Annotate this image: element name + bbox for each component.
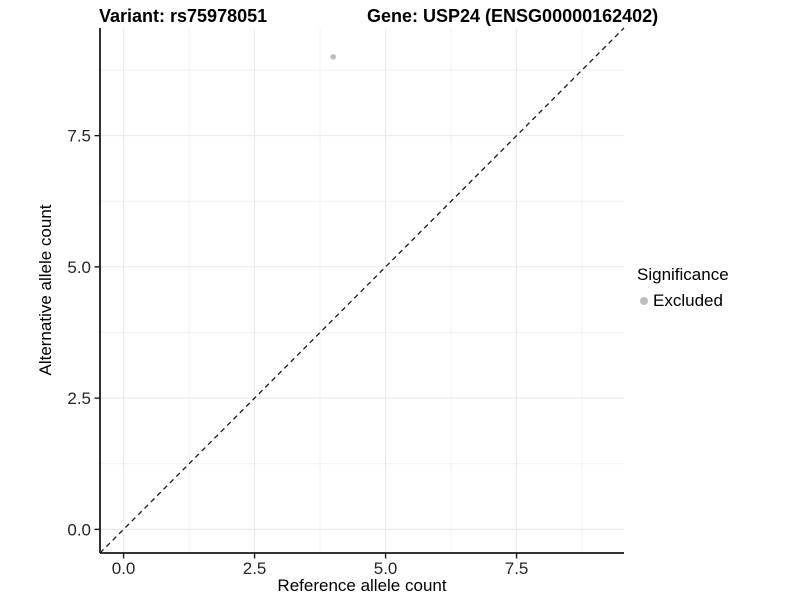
legend: Significance Excluded (637, 265, 729, 311)
legend-point-icon (640, 297, 648, 305)
y-tick-label: 5.0 (67, 258, 91, 277)
x-tick-label: 7.5 (505, 559, 529, 578)
y-tick-label: 0.0 (67, 520, 91, 539)
data-point (330, 54, 336, 60)
plot-title-gene: Gene: USP24 (ENSG00000162402) (367, 6, 659, 26)
identity-dashed-line (99, 27, 625, 554)
x-tick-label: 0.0 (112, 559, 136, 578)
legend-item-excluded: Excluded (637, 291, 729, 311)
x-axis-title: Reference allele count (277, 576, 447, 595)
x-tick-label: 2.5 (243, 559, 267, 578)
y-tick-label: 7.5 (67, 127, 91, 146)
x-tick-label: 5.0 (374, 559, 398, 578)
y-tick-label: 2.5 (67, 389, 91, 408)
plot-title-variant: Variant: rs75978051 (99, 6, 268, 26)
legend-title: Significance (637, 265, 729, 284)
legend-item-label: Excluded (653, 291, 723, 310)
y-axis-title: Alternative allele count (36, 204, 55, 376)
